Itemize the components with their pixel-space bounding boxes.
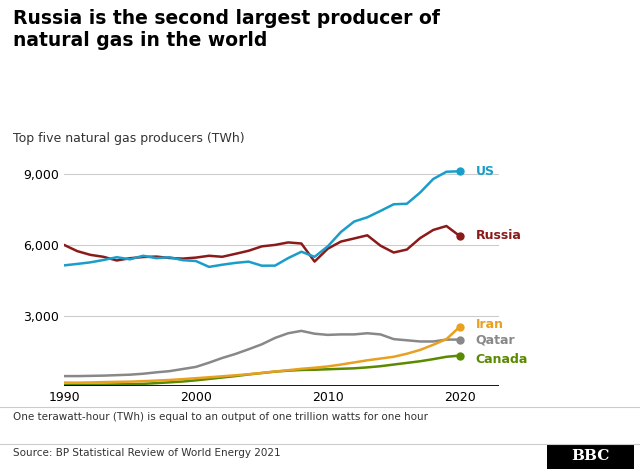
Text: One terawatt-hour (TWh) is equal to an output of one trillion watts for one hour: One terawatt-hour (TWh) is equal to an o… (13, 412, 428, 422)
Text: Canada: Canada (476, 353, 528, 365)
Text: Russia is the second largest producer of
natural gas in the world: Russia is the second largest producer of… (13, 9, 440, 50)
Text: US: US (476, 165, 495, 178)
Text: Source: BP Statistical Review of World Energy 2021: Source: BP Statistical Review of World E… (13, 448, 280, 458)
Text: Iran: Iran (476, 317, 504, 331)
Text: Russia: Russia (476, 229, 522, 243)
Text: BBC: BBC (572, 449, 609, 463)
Text: Top five natural gas producers (TWh): Top five natural gas producers (TWh) (13, 132, 244, 145)
Text: Qatar: Qatar (476, 333, 515, 346)
